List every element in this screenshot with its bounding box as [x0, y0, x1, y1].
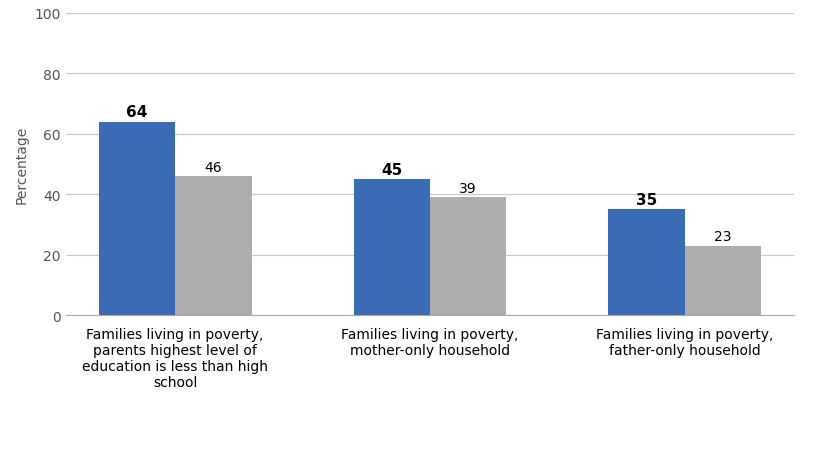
Text: 46: 46: [205, 160, 222, 174]
Text: 64: 64: [126, 105, 147, 120]
Bar: [430, 198, 506, 316]
Text: 39: 39: [459, 181, 477, 195]
Text: 35: 35: [636, 193, 657, 207]
Bar: [354, 180, 430, 316]
Bar: [685, 246, 762, 316]
Y-axis label: Percentage: Percentage: [15, 125, 29, 204]
Text: 23: 23: [714, 230, 732, 244]
Bar: [175, 177, 251, 316]
Bar: [98, 122, 175, 316]
Text: 45: 45: [381, 162, 402, 177]
Bar: [609, 210, 685, 316]
